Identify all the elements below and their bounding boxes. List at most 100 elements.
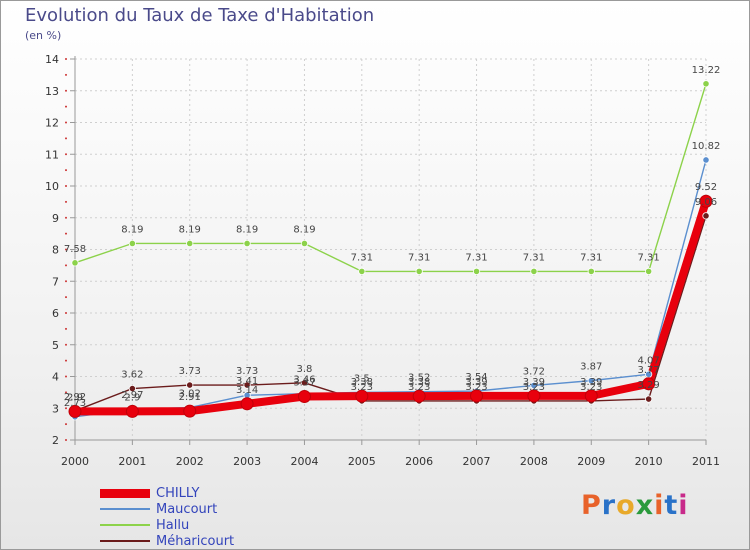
data-label-méharicourt: 3.73: [236, 366, 258, 377]
data-point-méharicourt: [186, 381, 194, 389]
data-label-chilly: 3.37: [293, 378, 315, 389]
legend-label: Méharicourt: [156, 533, 235, 549]
y-minor-tick: [65, 375, 67, 378]
data-label-maucourt: 3.52: [408, 373, 430, 384]
y-tick-label: 4: [52, 371, 59, 384]
data-point-chilly: [699, 194, 713, 208]
logo-letter: r: [601, 490, 617, 521]
data-label-chilly: 3.14: [236, 385, 258, 396]
data-label-maucourt: 3.02: [179, 389, 201, 400]
data-label-hallu: 7.31: [408, 252, 430, 263]
logo-letter: o: [616, 490, 636, 521]
x-tick-label: 2006: [405, 455, 433, 468]
data-label-hallu: 13.22: [692, 65, 721, 76]
data-label-méharicourt: 2.92: [64, 392, 86, 403]
data-point-chilly: [183, 404, 197, 418]
y-tick-label: 6: [52, 307, 59, 320]
data-label-hallu: 8.19: [236, 224, 258, 235]
series-layer: [71, 83, 710, 418]
data-label-chilly: 3.39: [465, 377, 487, 388]
y-minor-tick: [65, 296, 67, 299]
data-label-maucourt: 10.82: [692, 141, 721, 152]
y-minor-tick: [65, 232, 67, 235]
x-tick-label: 2003: [233, 455, 261, 468]
data-point-chilly: [412, 389, 426, 403]
y-minor-tick: [65, 327, 67, 330]
y-minor-tick: [65, 264, 67, 267]
data-label-maucourt: 3.46: [293, 375, 315, 386]
legend-item-méharicourt: Méharicourt: [100, 533, 234, 549]
data-label-maucourt: 3.87: [580, 362, 602, 373]
x-tick-label: 2002: [176, 455, 204, 468]
data-point-chilly: [68, 404, 82, 418]
legend-item-chilly: CHILLY: [100, 485, 234, 501]
logo-letter: x: [635, 490, 655, 521]
y-minor-tick: [65, 137, 67, 140]
y-minor-tick: [65, 121, 67, 124]
data-label-chilly: 2.91: [179, 392, 201, 403]
series-line-méharicourt: [74, 215, 707, 412]
x-tick-label: 2009: [577, 455, 605, 468]
y-minor-tick: [65, 359, 67, 362]
axes-layer: 2 3 4 5 6 7 8 9 10 11 12 13 14 2000 2001 2002 2003 2004 20…: [45, 53, 720, 468]
series-line-hallu: [74, 83, 707, 273]
y-minor-tick: [65, 312, 67, 314]
data-point-méharicourt: [300, 379, 309, 387]
x-tick-label: 2005: [348, 455, 376, 468]
data-point-hallu: [71, 259, 79, 267]
legend: CHILLY Maucourt Hallu Méharicourt: [100, 485, 234, 549]
series-line-maucourt: [74, 159, 707, 418]
data-label-maucourt: 3.5: [354, 373, 370, 384]
data-point-chilly: [527, 389, 541, 403]
legend-swatch: [100, 540, 150, 542]
y-tick-label: 5: [52, 339, 59, 352]
data-label-hallu: 8.19: [179, 224, 201, 235]
legend-item-maucourt: Maucourt: [100, 501, 234, 517]
data-point-maucourt: [530, 381, 538, 389]
data-labels-layer: 2.923.62 3.73 3.73 3.83.23 3.23 3.23 3.23 3.23 3…: [64, 65, 720, 409]
data-point-méharicourt: [702, 212, 710, 220]
data-point-chilly: [584, 389, 598, 403]
data-label-chilly: 2.9: [124, 392, 140, 403]
data-label-méharicourt: 3.23: [580, 382, 602, 393]
y-minor-tick: [65, 185, 67, 187]
y-tick-label: 12: [45, 117, 59, 130]
legend-item-hallu: Hallu: [100, 517, 234, 533]
x-tick-label: 2004: [290, 455, 318, 468]
data-label-méharicourt: 9.06: [695, 197, 717, 208]
data-label-hallu: 7.31: [580, 252, 602, 263]
data-point-chilly: [642, 377, 656, 391]
x-tick-label: 2000: [61, 455, 89, 468]
grid-layer: [74, 58, 707, 441]
data-label-méharicourt: 3.73: [179, 366, 201, 377]
data-label-chilly: 3.39: [580, 377, 602, 388]
y-tick-label: 13: [45, 85, 59, 98]
data-label-méharicourt: 3.23: [351, 382, 373, 393]
data-label-maucourt: 2.97: [121, 390, 143, 401]
data-label-hallu: 7.58: [64, 244, 86, 255]
y-tick-label: 3: [52, 402, 59, 415]
data-point-hallu: [645, 267, 653, 276]
data-label-méharicourt: 3.23: [523, 382, 545, 393]
legend-label: CHILLY: [156, 485, 200, 501]
y-minor-tick: [65, 343, 67, 346]
y-tick-label: 14: [45, 53, 59, 66]
data-point-méharicourt: [645, 395, 653, 403]
data-point-maucourt: [702, 156, 710, 164]
data-point-méharicourt: [128, 384, 136, 393]
data-point-chilly: [240, 397, 254, 411]
data-point-hallu: [472, 267, 481, 276]
data-label-chilly: 3.38: [408, 377, 430, 388]
x-tick-label: 2011: [692, 455, 720, 468]
logo-letter: i: [678, 490, 689, 521]
data-label-chilly: 9.52: [695, 182, 717, 193]
data-point-hallu: [702, 80, 710, 88]
y-minor-tick: [65, 200, 67, 203]
data-point-hallu: [415, 267, 423, 276]
data-label-méharicourt: 3.23: [465, 382, 487, 393]
data-label-méharicourt: 3.62: [121, 370, 143, 381]
data-point-chilly: [470, 389, 484, 403]
y-tick-label: 2: [52, 434, 59, 447]
data-label-maucourt: 2.73: [64, 398, 86, 409]
x-tick-label: 2007: [463, 455, 491, 468]
